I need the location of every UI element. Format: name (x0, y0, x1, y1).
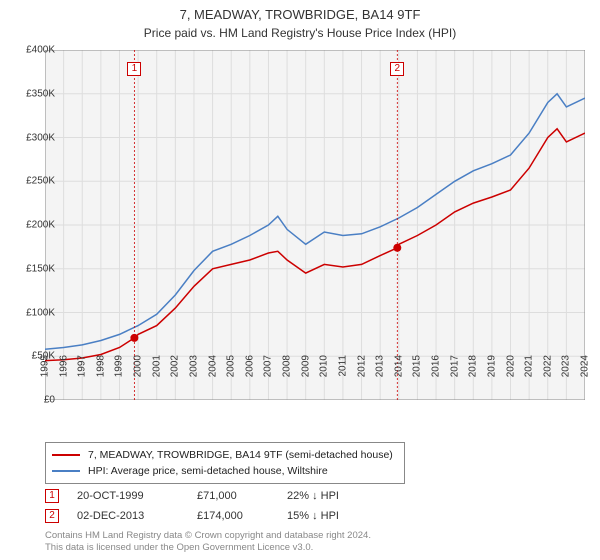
x-tick-label: 2012 (356, 355, 367, 377)
legend-label-property: 7, MEADWAY, TROWBRIDGE, BA14 9TF (semi-d… (88, 449, 393, 461)
event-pct: 15% ↓ HPI (287, 510, 397, 522)
x-tick-label: 2011 (337, 355, 348, 377)
x-tick-label: 2013 (375, 355, 386, 377)
chart-area (45, 50, 585, 400)
x-tick-label: 2003 (188, 355, 199, 377)
chart-title: 7, MEADWAY, TROWBRIDGE, BA14 9TF (0, 0, 600, 24)
y-tick-label: £300K (15, 132, 55, 143)
footer-line-1: Contains HM Land Registry data © Crown c… (45, 530, 371, 542)
y-tick-label: £150K (15, 263, 55, 274)
x-tick-label: 2023 (561, 355, 572, 377)
x-tick-label: 2001 (151, 355, 162, 377)
event-row: 2 02-DEC-2013£174,00015% ↓ HPI (45, 506, 397, 526)
x-tick-label: 1998 (95, 355, 106, 377)
chart-plot (45, 50, 585, 400)
event-marker-2: 2 (45, 509, 59, 523)
event-row: 1 20-OCT-1999£71,00022% ↓ HPI (45, 486, 397, 506)
x-tick-label: 2006 (244, 355, 255, 377)
y-tick-label: £400K (15, 45, 55, 56)
x-tick-label: 2000 (133, 355, 144, 377)
chart-container: 7, MEADWAY, TROWBRIDGE, BA14 9TF Price p… (0, 0, 600, 560)
y-tick-label: £350K (15, 88, 55, 99)
legend-swatch-hpi (52, 470, 80, 472)
legend-item-property: 7, MEADWAY, TROWBRIDGE, BA14 9TF (semi-d… (52, 447, 398, 463)
x-tick-label: 2022 (542, 355, 553, 377)
x-tick-label: 2002 (170, 355, 181, 377)
x-tick-label: 1997 (77, 355, 88, 377)
x-tick-label: 2019 (486, 355, 497, 377)
x-tick-label: 2014 (393, 355, 404, 377)
x-tick-label: 2018 (468, 355, 479, 377)
x-tick-label: 1996 (58, 355, 69, 377)
legend-swatch-property (52, 454, 80, 456)
x-tick-label: 2005 (226, 355, 237, 377)
event-price: £174,000 (197, 510, 287, 522)
x-tick-label: 1995 (40, 355, 51, 377)
x-tick-label: 2010 (319, 355, 330, 377)
event-date: 20-OCT-1999 (77, 490, 197, 502)
x-tick-label: 2008 (282, 355, 293, 377)
y-tick-label: £200K (15, 220, 55, 231)
x-tick-label: 2004 (207, 355, 218, 377)
event-pct: 22% ↓ HPI (287, 490, 397, 502)
event-price: £71,000 (197, 490, 287, 502)
chart-marker-2: 2 (390, 62, 404, 76)
legend: 7, MEADWAY, TROWBRIDGE, BA14 9TF (semi-d… (45, 442, 405, 484)
x-tick-label: 2016 (431, 355, 442, 377)
x-tick-label: 1999 (114, 355, 125, 377)
chart-marker-1: 1 (127, 62, 141, 76)
x-tick-label: 2015 (412, 355, 423, 377)
y-tick-label: £100K (15, 307, 55, 318)
legend-item-hpi: HPI: Average price, semi-detached house,… (52, 463, 398, 479)
y-tick-label: £0 (15, 395, 55, 406)
x-tick-label: 2007 (263, 355, 274, 377)
x-tick-label: 2009 (300, 355, 311, 377)
x-tick-label: 2017 (449, 355, 460, 377)
chart-subtitle: Price paid vs. HM Land Registry's House … (0, 24, 600, 40)
event-marker-1: 1 (45, 489, 59, 503)
events-table: 1 20-OCT-1999£71,00022% ↓ HPI 2 02-DEC-2013… (45, 486, 397, 526)
x-tick-label: 2024 (580, 355, 591, 377)
footer: Contains HM Land Registry data © Crown c… (45, 530, 371, 555)
x-tick-label: 2020 (505, 355, 516, 377)
x-tick-label: 2021 (524, 355, 535, 377)
legend-label-hpi: HPI: Average price, semi-detached house,… (88, 465, 328, 477)
y-tick-label: £250K (15, 176, 55, 187)
event-date: 02-DEC-2013 (77, 510, 197, 522)
footer-line-2: This data is licensed under the Open Gov… (45, 542, 371, 554)
